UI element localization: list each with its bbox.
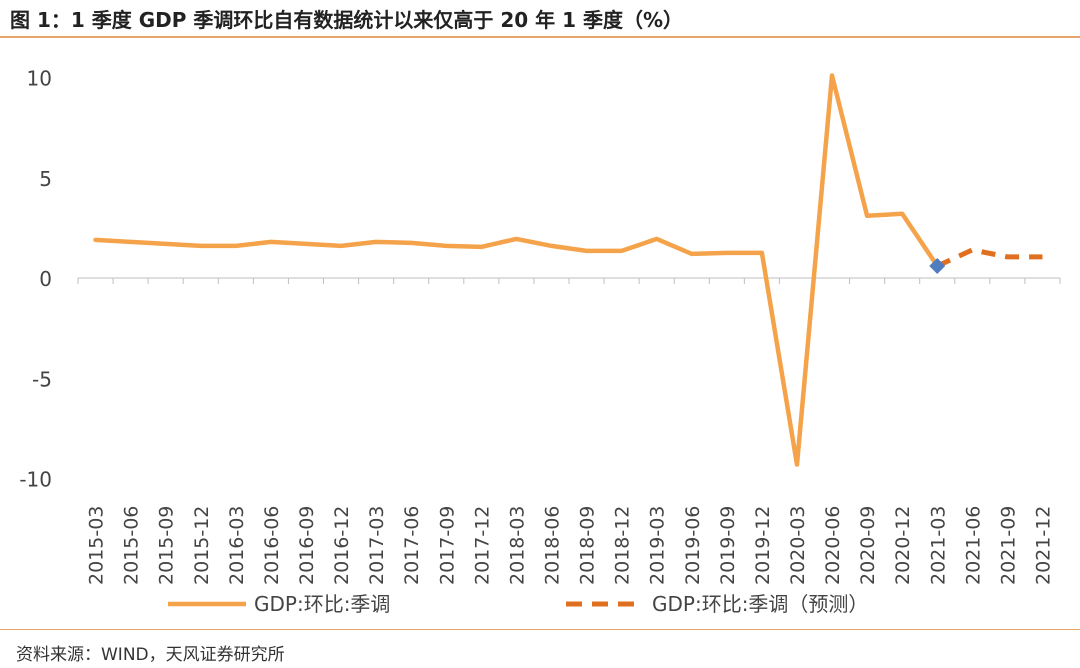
x-tick-label: 2018-03	[506, 506, 528, 585]
x-tick-label: 2020-03	[787, 506, 809, 585]
x-tick-label: 2017-12	[471, 506, 493, 585]
x-tick-label: 2015-06	[121, 506, 143, 585]
y-tick-label: -10	[19, 468, 52, 492]
x-tick-label: 2021-06	[962, 506, 984, 585]
x-tick-label: 2017-09	[436, 506, 458, 585]
highlight-marker	[929, 257, 946, 274]
y-tick-label: 5	[39, 167, 52, 191]
x-tick-label: 2015-03	[86, 506, 108, 585]
x-tick-label: 2017-03	[366, 506, 388, 585]
x-tick-label: 2019-06	[682, 506, 704, 585]
footer-divider	[0, 629, 1080, 630]
x-tick-label: 2015-09	[156, 506, 178, 585]
x-tick-label: 2016-03	[226, 506, 248, 585]
x-tick-label: 2019-09	[717, 506, 739, 585]
x-tick-label: 2017-06	[401, 506, 423, 585]
x-tick-label: 2018-06	[541, 506, 563, 585]
x-tick-label: 2020-09	[857, 506, 879, 585]
chart-title: 图 1：1 季度 GDP 季调环比自有数据统计以来仅高于 20 年 1 季度（%…	[10, 8, 683, 32]
x-tick-label: 2019-12	[752, 506, 774, 585]
source-note: 资料来源：WIND，天风证券研究所	[16, 645, 285, 665]
forecast-series-line	[936, 247, 1043, 269]
x-tick-label: 2015-12	[191, 506, 213, 585]
x-tick-label: 2016-09	[296, 506, 318, 585]
y-tick-label: -5	[32, 367, 52, 391]
x-tick-label: 2018-12	[612, 506, 634, 585]
x-tick-label: 2021-09	[997, 506, 1019, 585]
x-tick-label: 2016-06	[261, 506, 283, 585]
x-tick-label: 2021-12	[1032, 506, 1054, 585]
x-tick-label: 2021-03	[927, 506, 949, 585]
actual-series-line	[93, 73, 940, 467]
x-tick-label: 2016-12	[331, 506, 353, 585]
x-tick-label: 2018-09	[577, 506, 599, 585]
y-tick-label: 0	[39, 267, 52, 291]
x-tick-label: 2019-03	[647, 506, 669, 585]
legend-label: GDP:环比:季调	[254, 592, 390, 616]
x-tick-label: 2020-06	[822, 506, 844, 585]
title-divider	[0, 36, 1080, 38]
legend-label: GDP:环比:季调（预测）	[652, 592, 868, 616]
x-tick-label: 2020-12	[892, 506, 914, 585]
y-tick-label: 10	[27, 67, 52, 91]
